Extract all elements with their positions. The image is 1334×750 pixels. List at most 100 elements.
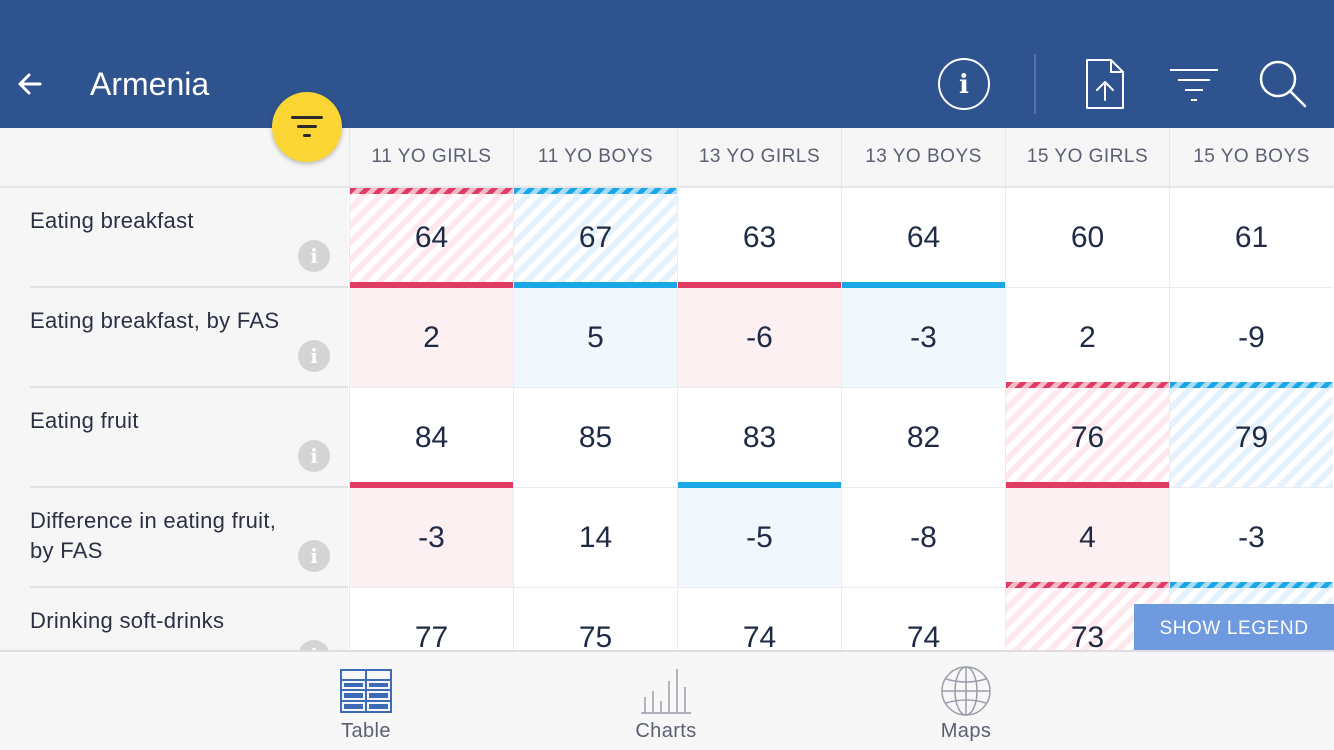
info-icon[interactable]: i	[298, 340, 330, 372]
table-cell[interactable]: -3	[841, 288, 1005, 388]
row-label-cell: Eating breakfast, by FAS i	[0, 288, 348, 388]
column-header[interactable]: 15 YO BOYS	[1169, 128, 1333, 186]
cell-value: 84	[414, 420, 449, 454]
cell-value: 74	[742, 620, 777, 651]
table-cell[interactable]: 82	[841, 388, 1005, 488]
row-label-cell: Eating breakfast i	[0, 188, 348, 288]
cell-value: -3	[910, 320, 937, 354]
cell-value: 77	[414, 620, 449, 651]
filter-lines-icon	[1170, 69, 1218, 101]
table-cell[interactable]: 74	[677, 588, 841, 650]
table-cell[interactable]: 4	[1005, 488, 1169, 588]
table-cell[interactable]: 64	[349, 188, 513, 288]
girls-marker	[1006, 482, 1169, 488]
filter-icon	[291, 116, 323, 137]
export-button[interactable]	[1077, 56, 1133, 112]
table-cell[interactable]: 67	[513, 188, 677, 288]
column-header[interactable]: 13 YO GIRLS	[677, 128, 841, 186]
cell-value: -9	[1238, 320, 1265, 354]
table-cell[interactable]: -3	[1169, 488, 1333, 588]
table-cell[interactable]: 14	[513, 488, 677, 588]
cell-value: 63	[742, 220, 777, 254]
table-cell[interactable]: 5	[513, 288, 677, 388]
cell-value: 4	[1079, 520, 1096, 554]
tab-label: Maps	[940, 720, 992, 742]
header-divider	[1034, 54, 1036, 114]
info-icon[interactable]: i	[298, 540, 330, 572]
table-cell[interactable]: 79	[1169, 388, 1333, 488]
column-header[interactable]: 11 YO GIRLS	[349, 128, 513, 186]
cell-value: -3	[1238, 520, 1265, 554]
bottom-tab-bar: Table Charts Ma	[0, 650, 1334, 750]
back-arrow-icon	[18, 73, 42, 95]
export-icon	[1086, 59, 1124, 109]
table-icon	[338, 666, 394, 716]
cell-value: 2	[1079, 320, 1096, 354]
table-cell[interactable]: 63	[677, 188, 841, 288]
cell-value: 73	[1070, 620, 1105, 651]
row-label: Difference in eating fruit, by FAS	[30, 508, 277, 563]
table-cell[interactable]: -9	[1169, 288, 1333, 388]
info-icon: i	[938, 58, 990, 110]
globe-icon	[938, 666, 994, 716]
tab-charts[interactable]: Charts	[586, 652, 746, 750]
table-cell[interactable]: 61	[1169, 188, 1333, 288]
cell-value: -3	[418, 520, 445, 554]
cell-value: 61	[1234, 220, 1269, 254]
table-cell[interactable]: 84	[349, 388, 513, 488]
girls-marker	[350, 188, 513, 194]
column-header[interactable]: 13 YO BOYS	[841, 128, 1005, 186]
boys-marker	[514, 282, 677, 288]
cell-value: -6	[746, 320, 773, 354]
table-cell[interactable]: -5	[677, 488, 841, 588]
cell-value: 75	[578, 620, 613, 651]
info-icon[interactable]: i	[298, 640, 330, 650]
show-legend-button[interactable]: SHOW LEGEND	[1134, 604, 1334, 654]
table-cell[interactable]: 2	[349, 288, 513, 388]
table-cell[interactable]: 60	[1005, 188, 1169, 288]
info-icon[interactable]: i	[298, 240, 330, 272]
app-header: Armenia i	[0, 0, 1334, 128]
bar-chart-icon	[638, 666, 694, 716]
page-title: Armenia	[90, 66, 210, 102]
table-cell[interactable]: 64	[841, 188, 1005, 288]
cell-value: 83	[742, 420, 777, 454]
table-cell[interactable]: 83	[677, 388, 841, 488]
table-cell[interactable]: 75	[513, 588, 677, 650]
row-label: Eating fruit	[30, 408, 139, 433]
boys-marker	[514, 188, 677, 194]
row-label: Eating breakfast	[30, 208, 194, 233]
filter-fab[interactable]	[272, 92, 342, 162]
row-divider	[30, 286, 348, 288]
row-label-cell: Drinking soft-drinks i	[0, 588, 348, 650]
search-button[interactable]	[1255, 56, 1311, 112]
tab-label: Table	[341, 720, 391, 742]
row-divider	[30, 386, 348, 388]
boys-marker	[1170, 382, 1333, 388]
cell-value: 79	[1234, 420, 1269, 454]
table-cell[interactable]: 2	[1005, 288, 1169, 388]
tab-maps[interactable]: Maps	[886, 652, 1046, 750]
cell-value: 2	[423, 320, 440, 354]
info-button[interactable]: i	[936, 56, 992, 112]
filter-button[interactable]	[1166, 56, 1222, 112]
cell-value: 67	[578, 220, 613, 254]
table-cell[interactable]: -6	[677, 288, 841, 388]
tab-table[interactable]: Table	[286, 652, 446, 750]
cell-value: 60	[1070, 220, 1105, 254]
table-cell[interactable]: -3	[349, 488, 513, 588]
table-cell[interactable]: -8	[841, 488, 1005, 588]
table-cell[interactable]: 77	[349, 588, 513, 650]
cell-value: 64	[906, 220, 941, 254]
column-header[interactable]: 15 YO GIRLS	[1005, 128, 1169, 186]
cell-value: -8	[910, 520, 937, 554]
info-icon[interactable]: i	[298, 440, 330, 472]
cell-value: 5	[587, 320, 604, 354]
cell-value: 74	[906, 620, 941, 651]
column-header[interactable]: 11 YO BOYS	[513, 128, 677, 186]
cell-value: 82	[906, 420, 941, 454]
back-button[interactable]	[12, 64, 48, 104]
table-cell[interactable]: 85	[513, 388, 677, 488]
table-cell[interactable]: 76	[1005, 388, 1169, 488]
table-cell[interactable]: 74	[841, 588, 1005, 650]
